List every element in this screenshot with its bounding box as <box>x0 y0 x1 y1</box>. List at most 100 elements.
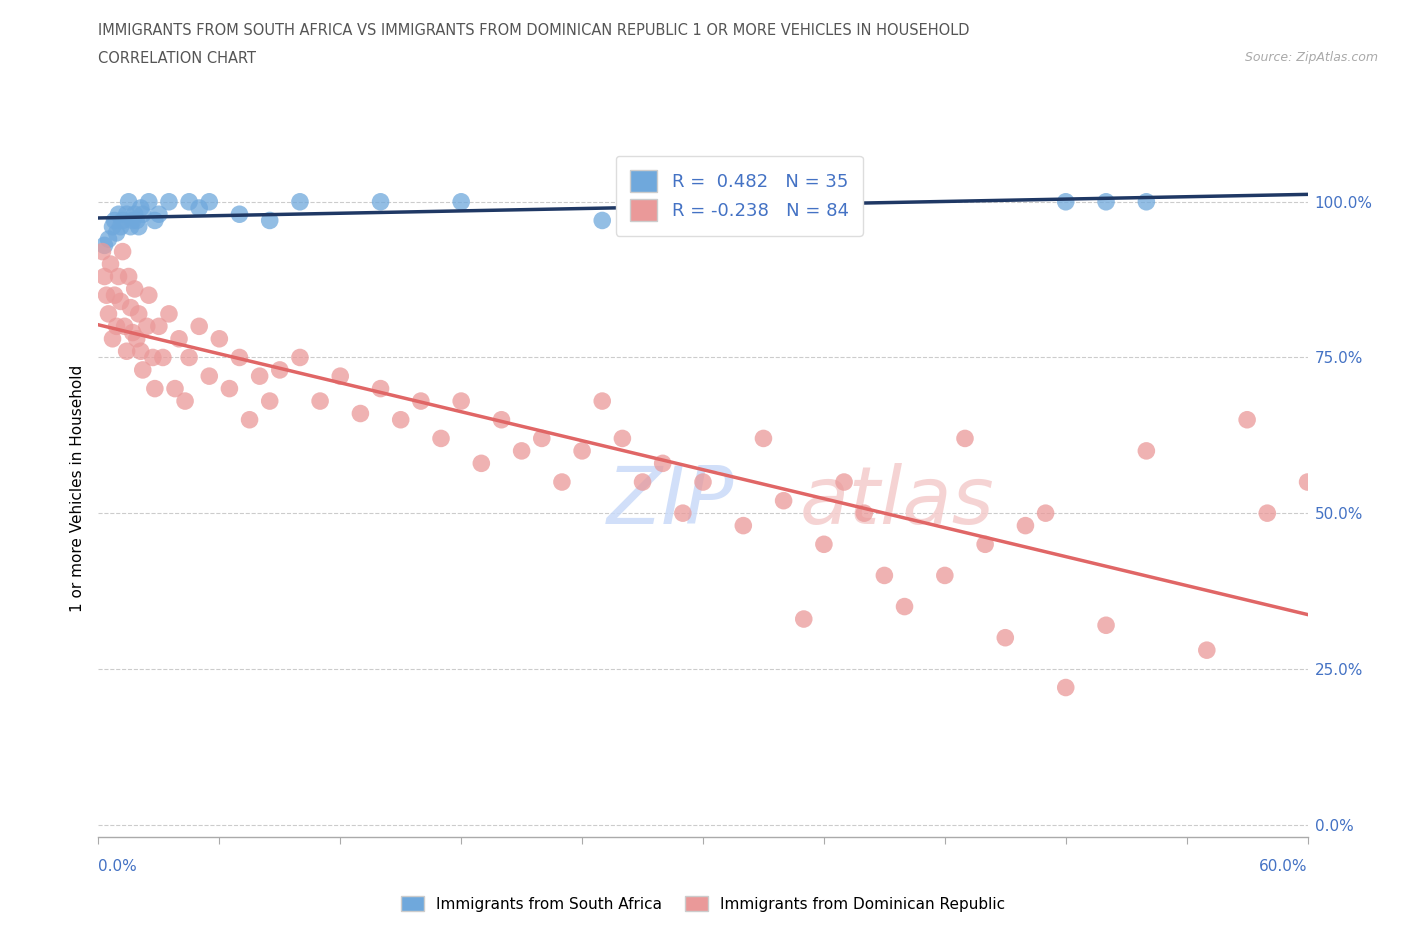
Point <box>228 350 250 365</box>
Point <box>672 506 695 521</box>
Legend: R =  0.482   N = 35, R = -0.238   N = 84: R = 0.482 N = 35, R = -0.238 N = 84 <box>616 155 863 235</box>
Point <box>208 331 231 346</box>
Point <box>125 331 148 346</box>
Point <box>631 474 654 489</box>
Point <box>530 431 553 445</box>
Point <box>107 206 129 221</box>
Point <box>103 287 125 302</box>
Point <box>101 331 124 346</box>
Point <box>934 568 956 583</box>
Point <box>138 287 160 302</box>
Point <box>128 307 150 322</box>
Point <box>128 219 150 234</box>
Point <box>105 319 128 334</box>
Text: IMMIGRANTS FROM SOUTH AFRICA VS IMMIGRANTS FROM DOMINICAN REPUBLIC 1 OR MORE VEH: IMMIGRANTS FROM SOUTH AFRICA VS IMMIGRAN… <box>98 23 970 38</box>
Point <box>111 245 134 259</box>
Point <box>124 206 146 221</box>
Point <box>97 232 120 246</box>
Point <box>591 393 613 408</box>
Text: ZIP: ZIP <box>606 463 734 541</box>
Point <box>551 474 574 489</box>
Point <box>114 319 136 334</box>
Point <box>157 307 180 322</box>
Point <box>832 474 855 489</box>
Point <box>470 456 492 471</box>
Point <box>571 444 593 458</box>
Point <box>152 350 174 365</box>
Point <box>772 493 794 508</box>
Text: atlas: atlas <box>800 463 994 541</box>
Point <box>953 431 976 445</box>
Point <box>129 201 152 216</box>
Point <box>97 307 120 322</box>
Point <box>752 431 775 445</box>
Point <box>430 431 453 445</box>
Point <box>107 269 129 284</box>
Point <box>1296 474 1319 489</box>
Point <box>135 319 157 334</box>
Point <box>813 537 835 551</box>
Point <box>974 537 997 551</box>
Point <box>115 344 138 359</box>
Point <box>450 393 472 408</box>
Point <box>249 368 271 383</box>
Text: Source: ZipAtlas.com: Source: ZipAtlas.com <box>1244 51 1378 64</box>
Text: 0.0%: 0.0% <box>98 859 138 874</box>
Point <box>1236 412 1258 427</box>
Point <box>121 213 143 228</box>
Point <box>143 213 166 228</box>
Point <box>1135 194 1157 209</box>
Point <box>1095 618 1118 632</box>
Point <box>198 368 221 383</box>
Point <box>239 412 262 427</box>
Point <box>121 326 143 340</box>
Point <box>1035 506 1057 521</box>
Point <box>157 194 180 209</box>
Point <box>188 201 211 216</box>
Point <box>132 363 155 378</box>
Point <box>389 412 412 427</box>
Point <box>118 269 141 284</box>
Point <box>733 518 755 533</box>
Point <box>148 319 170 334</box>
Point <box>491 412 513 427</box>
Point <box>752 194 775 209</box>
Point <box>103 213 125 228</box>
Point <box>163 381 186 396</box>
Point <box>370 194 392 209</box>
Point <box>125 213 148 228</box>
Point <box>110 219 132 234</box>
Point <box>167 331 190 346</box>
Point <box>1195 643 1218 658</box>
Point <box>111 213 134 228</box>
Point <box>259 213 281 228</box>
Point <box>138 194 160 209</box>
Point <box>309 393 332 408</box>
Point <box>105 225 128 240</box>
Point <box>288 350 311 365</box>
Point <box>1095 194 1118 209</box>
Point <box>370 381 392 396</box>
Point <box>591 213 613 228</box>
Point <box>118 194 141 209</box>
Point <box>1256 506 1278 521</box>
Point <box>132 206 155 221</box>
Point <box>269 363 291 378</box>
Point <box>93 269 115 284</box>
Point <box>198 194 221 209</box>
Point <box>651 456 673 471</box>
Point <box>115 206 138 221</box>
Point <box>120 219 142 234</box>
Y-axis label: 1 or more Vehicles in Household: 1 or more Vehicles in Household <box>69 365 84 612</box>
Point <box>793 612 815 627</box>
Text: CORRELATION CHART: CORRELATION CHART <box>98 51 256 66</box>
Point <box>120 300 142 315</box>
Point <box>1014 518 1036 533</box>
Point <box>329 368 352 383</box>
Point <box>873 568 896 583</box>
Point <box>510 444 533 458</box>
Point <box>612 431 634 445</box>
Point <box>142 350 165 365</box>
Point <box>1135 444 1157 458</box>
Legend: Immigrants from South Africa, Immigrants from Dominican Republic: Immigrants from South Africa, Immigrants… <box>395 889 1011 918</box>
